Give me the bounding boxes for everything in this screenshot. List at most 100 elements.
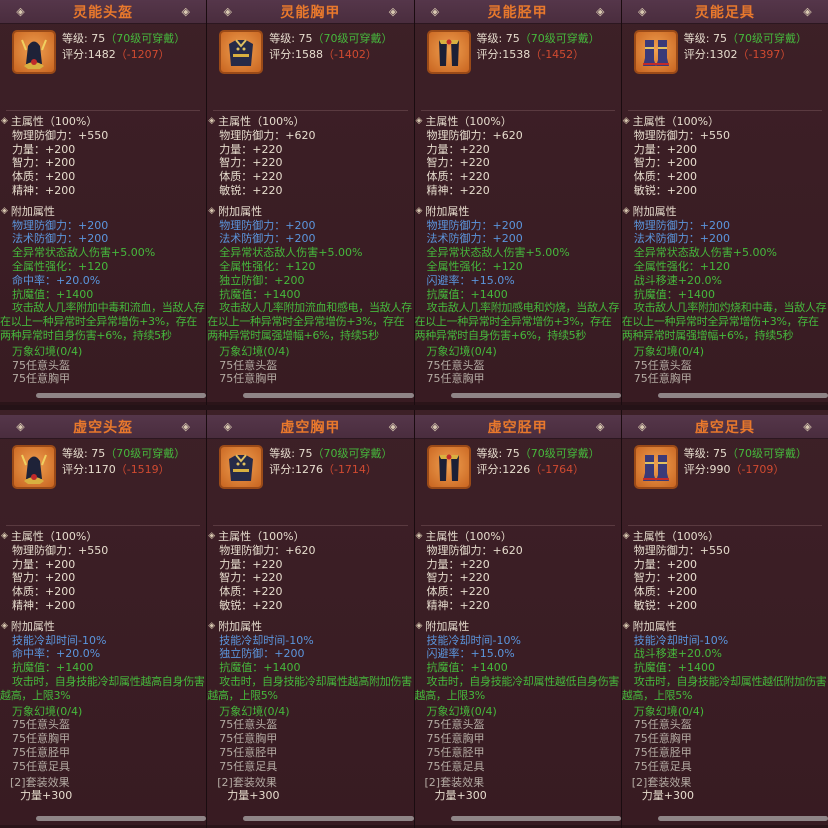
chest-armor-icon[interactable]: [219, 30, 264, 74]
divider: [213, 525, 408, 526]
extra-attr-header: ◈ 附加属性: [622, 205, 828, 219]
set-effect-title: [2]套装效果: [631, 775, 692, 789]
set-effect: 力量+300: [434, 789, 487, 803]
boots-icon[interactable]: [633, 30, 678, 74]
boots-icon[interactable]: [633, 445, 678, 489]
main-attr: 精神：+200: [12, 183, 76, 197]
attributes: ◈ 主属性（100%） 物理防御力：+550 力量：+200 智力：+200 体质：+2…: [0, 526, 206, 803]
score-value: 1482: [87, 48, 116, 61]
set-item: 75任意胸甲: [633, 372, 692, 386]
extra-attr-title: 附加属性: [632, 619, 677, 633]
level-label: 等级:: [476, 32, 503, 45]
extra-attr-list: 技能冷却时间-10% 独立防御：+200 抗魔值：+1400: [207, 634, 413, 675]
extra-attr: 抗魔值：+1400: [219, 287, 301, 301]
extra-attr: 闪避率：+15.0%: [426, 273, 515, 287]
extra-attr: 全异常状态敌人伤害+5.00%: [426, 246, 570, 260]
level-requirement: （70级可穿戴）: [519, 32, 600, 45]
diamond-icon: ◈: [622, 116, 630, 126]
prev-arrow-icon[interactable]: ◈: [16, 5, 25, 18]
level-requirement: （70级可穿戴）: [105, 447, 186, 460]
main-attr: 体质：+220: [426, 585, 490, 599]
next-arrow-icon[interactable]: ◈: [596, 420, 605, 433]
level-requirement: （70级可穿戴）: [105, 32, 186, 45]
item-tooltip-panel: ◈ 虚空胫甲 ◈ 等级: 75（70级可穿戴） 评分:1226（-1764） ◈…: [414, 410, 621, 828]
scrollbar[interactable]: [657, 816, 828, 821]
main-attr: 物理防御力：+550: [633, 543, 730, 557]
level-line: 等级: 75（70级可穿戴）: [684, 446, 807, 462]
leg-armor-icon[interactable]: [426, 30, 471, 74]
next-arrow-icon[interactable]: ◈: [181, 5, 190, 18]
set-item: 75任意头盔: [12, 718, 70, 732]
main-attr: 智力：+220: [426, 156, 490, 170]
next-arrow-icon[interactable]: ◈: [388, 420, 398, 433]
set-item-list: 75任意头盔 75任意胸甲: [0, 359, 206, 387]
scrollbar[interactable]: [36, 816, 207, 821]
prev-arrow-icon[interactable]: ◈: [16, 420, 25, 433]
score-line: 评分:1302（-1397）: [684, 47, 807, 63]
main-attr-list: 物理防御力：+550 力量：+200 智力：+200 体质：+200 敏锐：+200: [622, 544, 828, 613]
diamond-icon: ◈: [208, 531, 216, 541]
special-effect: 攻击时，自身技能冷却属性越高附加伤害越高，上限5%: [207, 674, 412, 702]
attributes: ◈ 主属性（100%） 物理防御力：+620 力量：+220 智力：+220 体质：+2…: [415, 111, 621, 386]
score-label: 评分:: [683, 48, 710, 61]
divider: [213, 110, 408, 111]
score-diff: （-1714）: [322, 463, 377, 476]
level-line: 等级: 75（70级可穿戴）: [62, 31, 185, 47]
extra-attr: 独立防御：+200: [219, 273, 305, 287]
next-arrow-icon[interactable]: ◈: [388, 5, 398, 18]
main-attr-title: 主属性（100%）: [10, 115, 98, 128]
special-effect: 攻击敌人几率附加灼烧和中毒，当敌人存在以上一种异常时全异常增伤+3%，存在两种异…: [621, 301, 827, 342]
set-item-list: 75任意头盔 75任意胸甲 75任意胫甲 75任意足具: [207, 718, 413, 773]
extra-attr: 抗魔值：+1400: [633, 287, 715, 301]
set-item-list: 75任意头盔 75任意胸甲: [415, 359, 621, 387]
extra-attr-header: ◈ 附加属性: [0, 620, 206, 634]
chest-armor-icon[interactable]: [219, 445, 264, 489]
score-diff: （-1519）: [115, 463, 170, 476]
main-attr: 力量：+200: [12, 142, 76, 156]
level-value: 75: [505, 447, 520, 460]
scrollbar[interactable]: [657, 393, 828, 398]
main-attr: 力量：+220: [219, 557, 283, 571]
set-item: 75任意足具: [633, 759, 692, 773]
next-arrow-icon[interactable]: ◈: [181, 420, 190, 433]
scrollbar[interactable]: [243, 816, 414, 821]
prev-arrow-icon[interactable]: ◈: [223, 420, 232, 433]
prev-arrow-icon[interactable]: ◈: [638, 420, 647, 433]
scrollbar[interactable]: [36, 393, 207, 398]
panel-header: ◈ 虚空头盔 ◈: [0, 415, 207, 439]
main-attr: 智力：+200: [633, 156, 697, 170]
item-title: 虚空胫甲: [487, 419, 548, 436]
scrollbar[interactable]: [450, 393, 621, 398]
item-stats: 等级: 75（70级可穿戴） 评分:990（-1709）: [684, 446, 807, 478]
item-title: 虚空胸甲: [280, 419, 341, 436]
prev-arrow-icon[interactable]: ◈: [638, 5, 647, 18]
prev-arrow-icon[interactable]: ◈: [430, 5, 440, 18]
level-line: 等级: 75（70级可穿戴）: [684, 31, 807, 47]
attributes: ◈ 主属性（100%） 物理防御力：+550 力量：+200 智力：+200 体质：+2…: [0, 111, 206, 386]
extra-attr-list: 物理防御力：+200 法术防御力：+200 全异常状态敌人伤害+5.00% 全属性强化…: [0, 219, 206, 302]
extra-attr: 抗魔值：+1400: [633, 661, 715, 675]
next-arrow-icon[interactable]: ◈: [803, 5, 812, 18]
item-stats: 等级: 75（70级可穿戴） 评分:1170（-1519）: [62, 446, 185, 478]
leg-armor-icon[interactable]: [426, 445, 471, 489]
diamond-icon: ◈: [415, 531, 423, 541]
extra-attr: 法术防御力：+200: [12, 232, 109, 246]
panel-header: ◈ 灵能头盔 ◈: [0, 0, 207, 24]
main-attr: 体质：+200: [633, 585, 697, 599]
helmet-icon[interactable]: [12, 30, 56, 74]
next-arrow-icon[interactable]: ◈: [596, 5, 605, 18]
main-attr-list: 物理防御力：+620 力量：+220 智力：+220 体质：+220 精神：+220: [415, 129, 621, 198]
prev-arrow-icon[interactable]: ◈: [223, 5, 232, 18]
set-item: 75任意头盔: [219, 718, 278, 732]
score-line: 评分:1482（-1207）: [62, 47, 185, 63]
main-attr: 物理防御力：+620: [426, 128, 523, 142]
next-arrow-icon[interactable]: ◈: [803, 420, 812, 433]
prev-arrow-icon[interactable]: ◈: [430, 420, 440, 433]
item-tooltip-panel: ◈ 灵能足具 ◈ 等级: 75（70级可穿戴） 评分:1302（-1397） ◈…: [621, 0, 828, 405]
attributes: ◈ 主属性（100%） 物理防御力：+620 力量：+220 智力：+220 体质：+2…: [415, 526, 621, 803]
scrollbar[interactable]: [450, 816, 621, 821]
extra-attr: 技能冷却时间-10%: [426, 633, 521, 647]
helmet-icon[interactable]: [12, 445, 56, 489]
scrollbar[interactable]: [243, 393, 414, 398]
extra-attr: 技能冷却时间-10%: [633, 633, 729, 647]
